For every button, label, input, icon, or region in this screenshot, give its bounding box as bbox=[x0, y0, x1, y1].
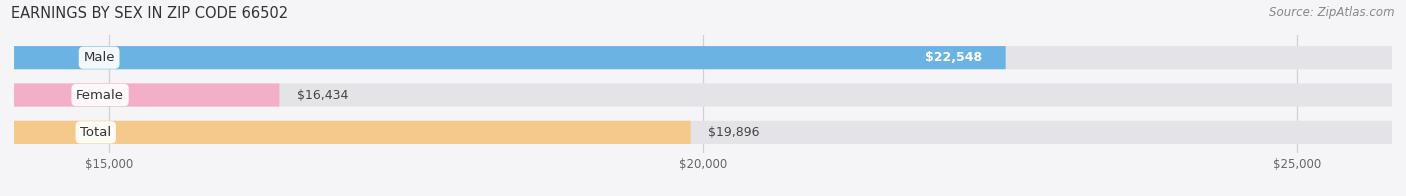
Text: Male: Male bbox=[83, 51, 115, 64]
FancyBboxPatch shape bbox=[14, 46, 1392, 69]
Text: Total: Total bbox=[80, 126, 111, 139]
Text: Source: ZipAtlas.com: Source: ZipAtlas.com bbox=[1270, 6, 1395, 19]
Text: Female: Female bbox=[76, 89, 124, 102]
FancyBboxPatch shape bbox=[14, 121, 690, 144]
FancyBboxPatch shape bbox=[14, 83, 1392, 107]
Text: $19,896: $19,896 bbox=[709, 126, 761, 139]
Text: $16,434: $16,434 bbox=[297, 89, 349, 102]
FancyBboxPatch shape bbox=[14, 46, 1005, 69]
Text: $22,548: $22,548 bbox=[925, 51, 981, 64]
FancyBboxPatch shape bbox=[14, 83, 280, 107]
FancyBboxPatch shape bbox=[14, 121, 1392, 144]
Text: EARNINGS BY SEX IN ZIP CODE 66502: EARNINGS BY SEX IN ZIP CODE 66502 bbox=[11, 6, 288, 21]
